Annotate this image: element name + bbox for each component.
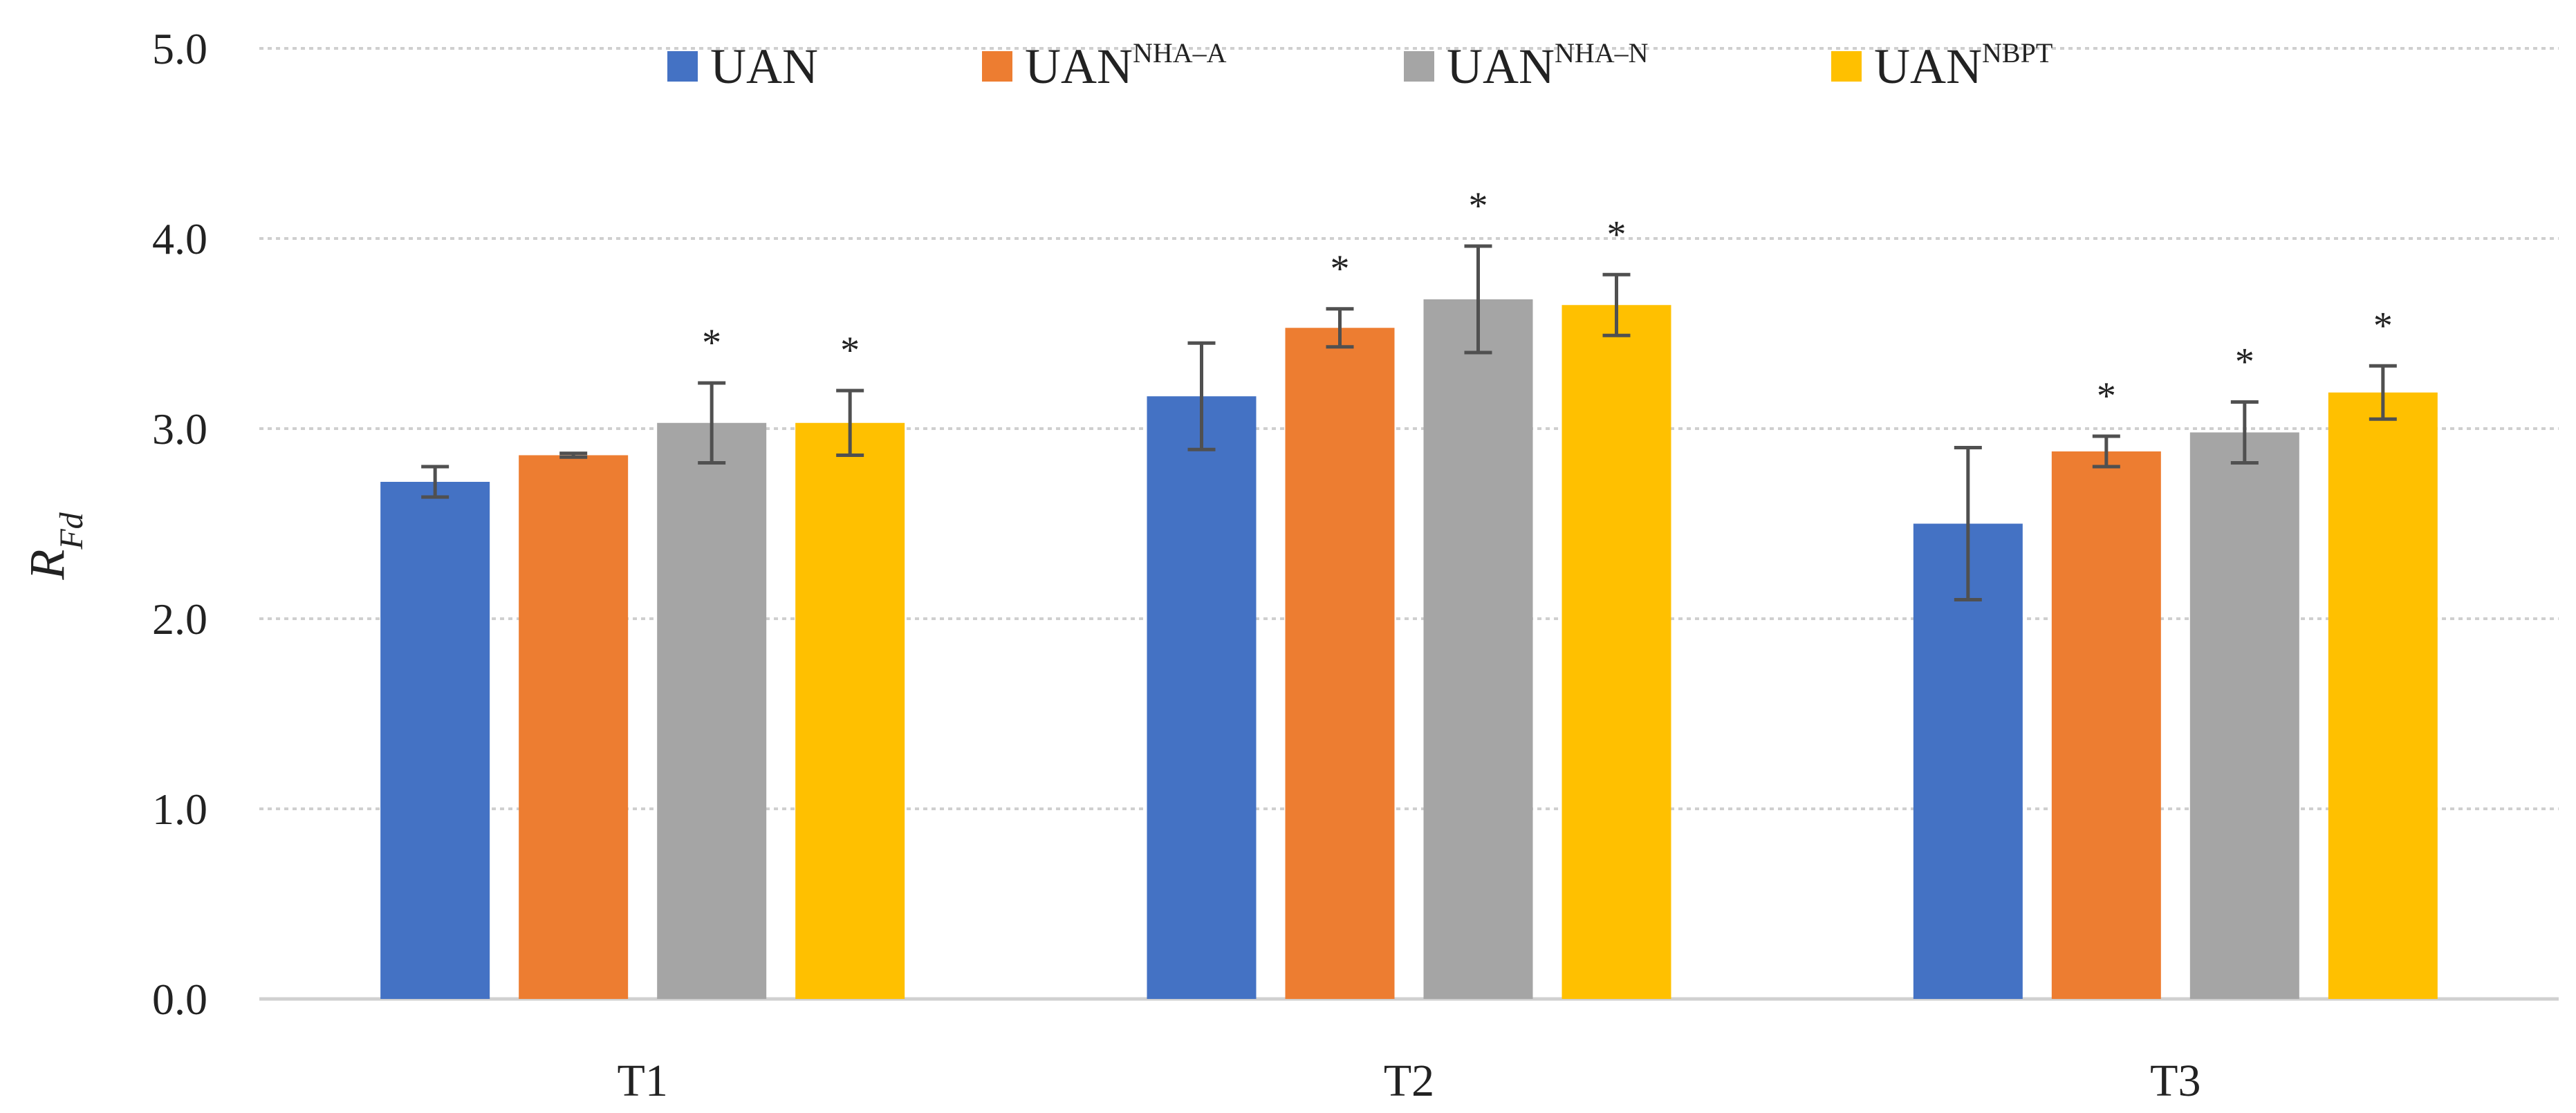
legend-swatch [982,51,1012,82]
legend-label: UAN [710,39,818,94]
y-tick-label: 1.0 [152,785,207,834]
y-tick-label: 2.0 [152,595,207,644]
significance-asterisk: * [702,321,721,364]
bar-UANNHA–N-T1 [657,422,767,999]
x-category-labels: T1 T2 T3 [618,1056,2201,1106]
y-axis-label-subscript: Fd [53,512,90,550]
bar-UANNHA–N-T3 [2189,432,2299,999]
legend-label-superscript: NBPT [1982,37,2053,68]
bar-UANNHA–A-T3 [2051,451,2161,999]
y-tick-labels: 0.0 1.0 2.0 3.0 4.0 5.0 [152,24,207,1024]
legend-label-base: UAN [1025,39,1133,94]
legend-swatch [1831,51,1862,82]
legend-label-base: UAN [710,39,818,94]
significance-asterisk: * [1331,247,1350,290]
gridlines [259,47,2559,1001]
significance-asterisk: * [2373,304,2393,347]
bars [380,299,2438,999]
bar-UANNHA–A-T1 [519,455,629,999]
significance-asterisk: * [1469,185,1488,227]
bar-UAN-T1 [380,482,490,999]
bar-UAN-T3 [1913,523,2023,999]
legend-label: UANNHA–N [1447,37,1649,94]
legend-item: UANNBPT [1831,37,2053,94]
legend-swatch [1404,51,1434,82]
y-tick-label: 0.0 [152,975,207,1024]
legend-label-base: UAN [1874,39,1982,94]
legend-swatch [667,51,698,82]
significance-asterisk: * [1607,213,1627,256]
y-tick-label: 4.0 [152,214,207,263]
error-bars [421,244,2397,601]
bar-UANNHA–A-T2 [1285,328,1395,999]
legend-label-superscript: NHA–N [1555,37,1649,68]
legend-item: UANNHA–A [982,37,1227,94]
significance-asterisk: * [2097,375,2116,418]
y-axis-label: RFd [19,512,90,580]
bar-UANNBPT-T2 [1562,305,1671,999]
legend-item: UANNHA–N [1404,37,1649,94]
x-category-label: T2 [1384,1056,1434,1106]
y-axis-label-main: R [19,550,75,581]
significance-asterisk: * [840,329,860,372]
bar-UANNBPT-T3 [2328,392,2438,999]
significance-asterisk: * [2235,341,2254,384]
legend-label: UANNHA–A [1025,37,1227,94]
legend: UAN UANNHA–A UANNHA–N UANNBPT [667,37,2053,94]
legend-item: UAN [667,39,818,94]
bar-UANNHA–N-T2 [1423,299,1533,999]
significance-markers: * * * * * * * * [702,185,2393,418]
x-category-label: T1 [618,1056,668,1106]
legend-label: UANNBPT [1874,37,2053,94]
y-tick-label: 5.0 [152,24,207,73]
legend-label-base: UAN [1447,39,1555,94]
bar-UANNBPT-T1 [795,422,905,999]
y-tick-label: 3.0 [152,404,207,453]
bar-UAN-T2 [1147,396,1257,999]
legend-label-superscript: NHA–A [1133,37,1227,68]
x-category-label: T3 [2150,1056,2200,1106]
